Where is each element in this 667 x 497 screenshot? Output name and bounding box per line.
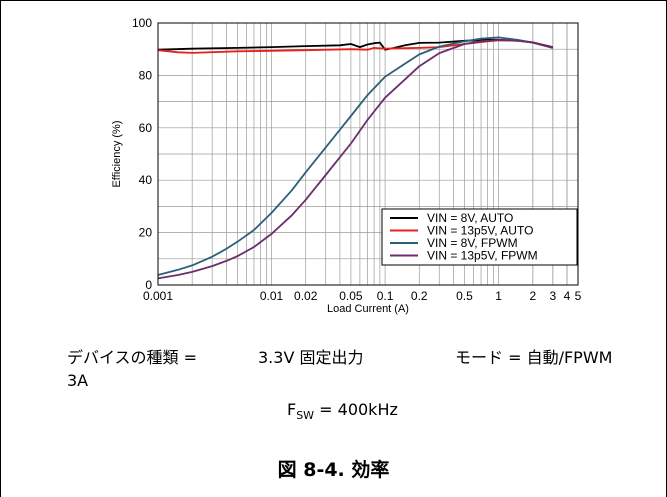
x-axis-label: Load Current (A): [327, 303, 409, 315]
plot-border: [157, 22, 579, 286]
x-tick-label: 0.5: [456, 289, 473, 303]
x-tick-label: 0.01: [260, 289, 284, 303]
legend-label: VIN = 8V, AUTO: [427, 211, 513, 225]
x-tick-label: 0.2: [411, 289, 428, 303]
fsw-value: = 400kHz: [314, 400, 398, 419]
frame-left-border: [0, 0, 1, 497]
x-tick-label: 1: [495, 289, 502, 303]
y-tick-labels: 0 20 40 60 80 100: [132, 16, 152, 292]
x-tick-label: 4: [564, 289, 571, 303]
fsw-subscript: SW: [296, 409, 315, 423]
efficiency-chart: 0 20 40 60 80 100 0.001 0.01 0.02 0.05 0.1 0.2 0.5 1…: [111, 16, 582, 315]
figure-title: 図 8-4. 効率: [277, 459, 390, 481]
y-tick-label: 20: [139, 226, 153, 240]
y-tick-label: 0: [145, 278, 152, 292]
y-tick-label: 40: [139, 173, 153, 187]
x-tick-labels: 0.001 0.01 0.02 0.05 0.1 0.2 0.5 1 2 3 4 5: [143, 289, 582, 303]
x-tick-label: 0.001: [143, 289, 173, 303]
y-tick-label: 60: [139, 121, 153, 135]
x-tick-label: 3: [549, 289, 556, 303]
series-line-3: [157, 36, 554, 276]
device-type-label: デバイスの種類 =: [67, 348, 198, 367]
legend-label: VIN = 13p5V, FPWM: [427, 249, 538, 263]
x-tick-label: 0.05: [339, 289, 363, 303]
x-tick-label: 0.02: [294, 289, 318, 303]
y-axis-label: Efficiency (%): [111, 120, 123, 187]
frame-top-border: [0, 0, 667, 1]
mode-label: モード = 自動/FPWM: [455, 348, 613, 367]
x-tick-label: 2: [529, 289, 536, 303]
series-line-4: [157, 39, 554, 280]
fsw-symbol: F: [287, 400, 297, 419]
switching-frequency: FSW = 400kHz: [287, 400, 398, 422]
y-tick-label: 80: [139, 68, 153, 82]
device-type-value-continued: 3A: [67, 371, 89, 390]
device-type-value: 3.3V 固定出力: [258, 348, 364, 367]
legend-label: VIN = 13p5V, AUTO: [427, 224, 533, 238]
x-tick-label: 5: [575, 289, 582, 303]
chart-series-lines: [157, 36, 554, 280]
y-tick-label: 100: [132, 16, 152, 30]
legend-label: VIN = 8V, FPWM: [427, 236, 518, 250]
x-tick-label: 0.1: [377, 289, 394, 303]
